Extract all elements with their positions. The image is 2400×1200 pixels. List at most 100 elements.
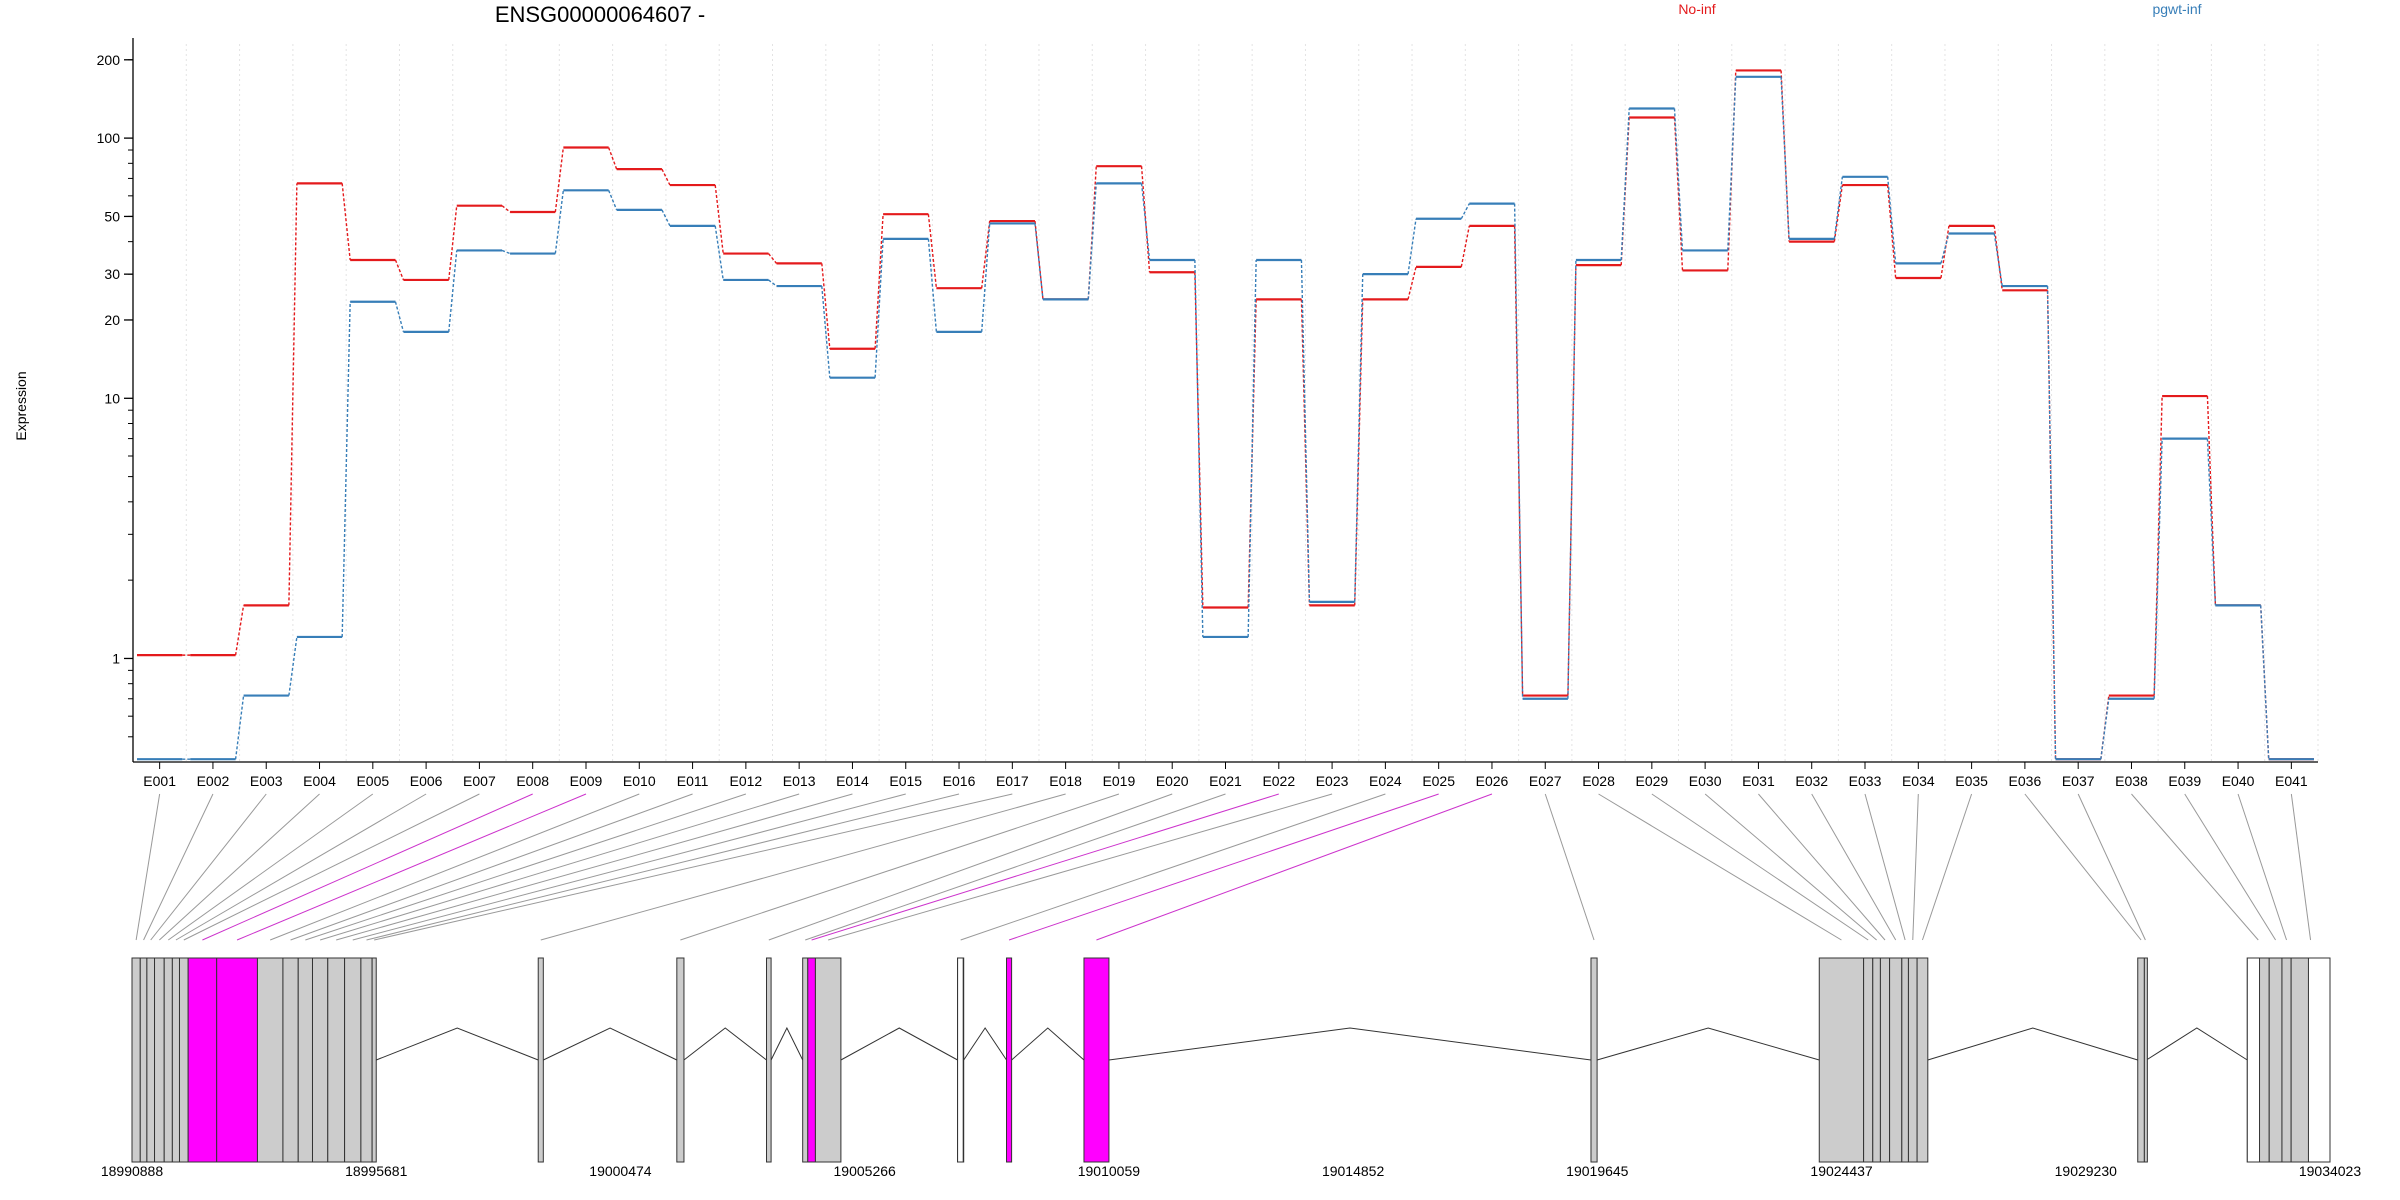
intron-line [543, 1027, 678, 1061]
coordinate-label: 19019645 [1566, 1163, 1629, 1179]
series-transition [767, 253, 778, 264]
intron-line [2146, 1027, 2248, 1061]
x-tick-label: E030 [1689, 773, 1722, 789]
x-tick-label: E033 [1849, 773, 1882, 789]
coordinate-label: 18990888 [101, 1163, 164, 1179]
x-tick-label: E013 [783, 773, 816, 789]
x-tick-label: E018 [1049, 773, 1082, 789]
series-transition [341, 301, 351, 637]
x-tick-label: E011 [677, 773, 709, 789]
exon-block-e010 [256, 957, 284, 1163]
exon-block-e014 [327, 957, 346, 1163]
y-tick-label: 20 [104, 312, 120, 328]
series-transition [1993, 233, 2003, 287]
exon-connector [1651, 793, 1869, 941]
exon-block-e039 [2268, 957, 2283, 1163]
coordinate-label: 19005266 [834, 1163, 897, 1179]
series-transition [714, 225, 724, 281]
exon-block-e020 [766, 957, 772, 1163]
exon-connector [1704, 793, 1877, 941]
series-transition [607, 147, 618, 170]
series-transition [448, 250, 458, 332]
exon-block-e017 [371, 957, 377, 1163]
x-tick-label: E035 [1955, 773, 1988, 789]
x-tick-label: E019 [1103, 773, 1136, 789]
exon-block-e028 [1818, 957, 1865, 1163]
x-tick-label: E037 [2062, 773, 2095, 789]
x-tick-label: E010 [623, 773, 656, 789]
series-transition [1140, 183, 1151, 261]
series-transition [1407, 218, 1417, 275]
exon-connector [768, 793, 1173, 941]
exon-connector [319, 793, 800, 941]
x-tick-label: E039 [2168, 773, 2201, 789]
series-transition [980, 220, 991, 289]
series-transition [1833, 176, 1844, 239]
exon-block-e030 [1872, 957, 1881, 1163]
exon-block-e029 [1863, 957, 1874, 1163]
series-transition [1194, 259, 1204, 637]
series-transition [927, 214, 938, 289]
exon-connector [202, 793, 533, 941]
exon-connector [1811, 793, 1897, 941]
series-transition [821, 285, 831, 378]
series-transition [1780, 76, 1790, 239]
exon-block-e035 [1916, 957, 1929, 1163]
series-transition [1993, 225, 2003, 291]
series-transition [1300, 259, 1311, 602]
exon-block-e033 [1901, 957, 1909, 1163]
x-tick-label: E028 [1582, 773, 1615, 789]
series-transition [501, 249, 511, 255]
series-transition [448, 205, 458, 281]
exon-connector [1008, 793, 1439, 941]
x-tick-label: E023 [1316, 773, 1349, 789]
intron-line [963, 1027, 1007, 1061]
series-transition [1513, 203, 1524, 699]
series-transition [2206, 438, 2217, 606]
x-tick-label: E027 [1529, 773, 1562, 789]
exon-block-e006 [171, 957, 180, 1163]
exon-connector [2077, 793, 2146, 941]
series-transition [607, 190, 618, 211]
exon-block-e013 [311, 957, 329, 1163]
exon-block-e027 [1590, 957, 1598, 1163]
series-transition [394, 301, 405, 333]
series-transition [1833, 184, 1844, 242]
series-transition [2260, 605, 2270, 760]
series-layer [137, 69, 2314, 761]
exon-connector [143, 793, 214, 941]
series-transition [234, 605, 245, 656]
series-no-inf [137, 69, 2314, 761]
x-tick-label: E026 [1476, 773, 1509, 789]
intron-line [1596, 1027, 1820, 1061]
exon-connector [960, 793, 1386, 941]
exon-block-e002 [139, 957, 148, 1163]
exon-block-e012 [297, 957, 313, 1163]
series-transition [1673, 108, 1684, 251]
exon-connector [352, 793, 906, 941]
exon-connector [150, 793, 267, 941]
y-tick-label: 1 [112, 650, 120, 666]
exon-block-e032 [1889, 957, 1903, 1163]
x-tick-label: E012 [730, 773, 763, 789]
x-tick-label: E016 [943, 773, 976, 789]
exon-connector-layer [135, 793, 2312, 941]
series-transition [927, 238, 938, 332]
y-axis-label: Expression [13, 371, 29, 440]
exon-connector [366, 793, 960, 941]
exon-block-e026 [1083, 957, 1110, 1163]
exon-connector [1598, 793, 1842, 941]
exon-block-e022 [807, 957, 816, 1163]
exon-connector [336, 793, 853, 941]
intron-line [770, 1026, 804, 1061]
exon-connector [1096, 793, 1493, 941]
exon-connector [805, 793, 1226, 941]
series-transition [1567, 259, 1577, 699]
series-transition [1886, 185, 1897, 279]
exon-connector [1921, 793, 1973, 941]
exon-connector [374, 793, 1013, 941]
plot-axes: 1 10 20 30 50 100 200 E001 E002 E003 E004 E005 E006 E… [97, 38, 2318, 789]
exon-connector [828, 793, 1333, 941]
exon-block-e040 [2281, 957, 2292, 1163]
